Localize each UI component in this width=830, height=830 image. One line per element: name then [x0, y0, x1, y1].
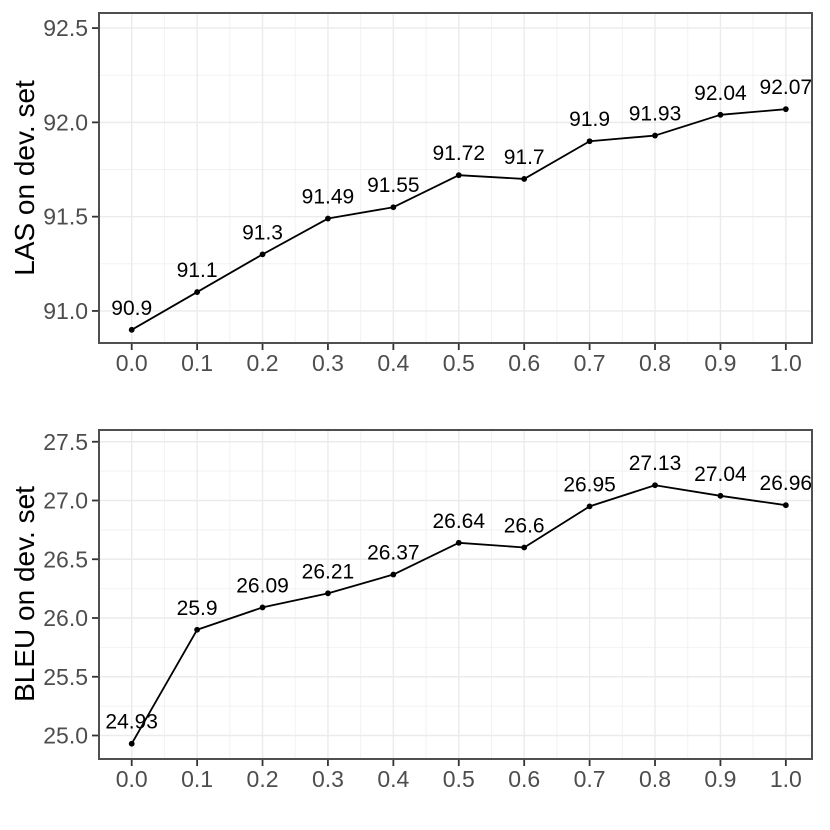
data-point [717, 111, 724, 118]
x-tick-label: 1.0 [770, 350, 802, 376]
y-tick-label: 26.0 [43, 605, 88, 631]
data-point [521, 544, 528, 551]
x-tick-label: 1.0 [770, 766, 802, 792]
y-tick-label: 92.5 [43, 15, 88, 41]
y-tick-label: 25.5 [43, 664, 88, 690]
data-point [586, 138, 593, 145]
x-tick-label: 0.2 [247, 766, 279, 792]
x-tick-label: 0.3 [312, 766, 344, 792]
point-label: 27.04 [694, 463, 747, 486]
x-tick-label: 0.0 [116, 766, 148, 792]
y-tick-label: 26.5 [43, 546, 88, 572]
data-point [325, 590, 331, 597]
point-label: 92.07 [760, 76, 813, 99]
point-label: 26.95 [563, 473, 616, 496]
x-tick-label: 0.2 [247, 350, 279, 376]
point-label: 24.93 [105, 711, 158, 734]
data-point [390, 204, 397, 211]
data-point [652, 482, 658, 489]
data-point [325, 215, 331, 222]
point-label: 91.9 [569, 108, 610, 131]
point-label: 26.21 [302, 560, 355, 583]
panel-border [98, 429, 813, 760]
data-point [586, 503, 593, 510]
y-tick-label: 25.0 [43, 723, 88, 749]
point-label: 25.9 [177, 597, 218, 620]
x-tick-label: 0.4 [377, 766, 409, 792]
bleu-y-axis-title: BLEU on dev. set [9, 486, 40, 702]
point-label: 26.96 [760, 472, 813, 495]
data-point [782, 502, 789, 509]
x-tick-label: 0.5 [443, 350, 475, 376]
point-label: 91.55 [367, 174, 420, 197]
x-tick-label: 0.7 [574, 350, 606, 376]
data-point [259, 251, 266, 258]
data-point [390, 571, 397, 578]
data-point [194, 289, 201, 295]
data-point [128, 740, 135, 747]
las-plot-area: 90.9 91.1 91.3 91.49 91.55 91.72 91.7 91.9 91.93… [43, 12, 813, 376]
panel-background [99, 13, 812, 343]
point-label: 91.1 [177, 259, 218, 282]
point-label: 26.64 [432, 510, 485, 533]
x-tick-label: 0.0 [116, 350, 148, 376]
bleu-plot-area: 24.93 25.9 26.09 26.21 26.37 26.64 26.6 26.95 27… [43, 429, 813, 792]
x-tick-label: 0.3 [312, 350, 344, 376]
las-y-axis-title: LAS on dev. set [9, 80, 40, 276]
point-label: 91.49 [302, 186, 355, 209]
x-tick-label: 0.8 [639, 766, 671, 792]
data-point [455, 539, 462, 546]
x-tick-label: 0.6 [508, 766, 540, 792]
y-tick-label: 91.5 [43, 204, 88, 230]
data-point [194, 626, 201, 633]
data-point [128, 326, 135, 333]
y-tick-label: 91.0 [43, 298, 88, 324]
y-tick-label: 27.0 [43, 488, 88, 514]
data-point [717, 492, 724, 499]
x-tick-label: 0.9 [704, 350, 736, 376]
data-point [652, 132, 658, 139]
point-label: 92.04 [694, 82, 747, 105]
y-tick-label: 92.0 [43, 109, 88, 135]
data-point [259, 604, 266, 611]
panel-border [98, 12, 813, 344]
y-tick-label: 27.5 [43, 429, 88, 455]
point-label: 26.37 [367, 542, 420, 565]
point-label: 91.72 [432, 142, 485, 165]
point-label: 91.93 [629, 103, 682, 126]
x-tick-label: 0.8 [639, 350, 671, 376]
x-tick-label: 0.7 [574, 766, 606, 792]
point-label: 91.3 [242, 221, 283, 244]
x-tick-label: 0.6 [508, 350, 540, 376]
panel-background [99, 430, 812, 759]
point-label: 90.9 [111, 297, 152, 320]
data-point [782, 106, 789, 113]
data-point [455, 172, 462, 179]
bleu-chart: 24.93 25.9 26.09 26.21 26.37 26.64 26.6 26.95 27… [9, 429, 813, 792]
point-label: 91.7 [504, 146, 545, 169]
x-tick-label: 0.1 [181, 350, 213, 376]
las-chart: 90.9 91.1 91.3 91.49 91.55 91.72 91.7 91.9 91.93… [9, 12, 813, 376]
x-tick-label: 0.5 [443, 766, 475, 792]
x-tick-label: 0.4 [377, 350, 409, 376]
data-point [521, 176, 528, 182]
point-label: 26.09 [236, 574, 289, 597]
point-label: 27.13 [629, 452, 682, 475]
x-tick-label: 0.1 [181, 766, 213, 792]
x-tick-label: 0.9 [704, 766, 736, 792]
point-label: 26.6 [504, 515, 545, 538]
